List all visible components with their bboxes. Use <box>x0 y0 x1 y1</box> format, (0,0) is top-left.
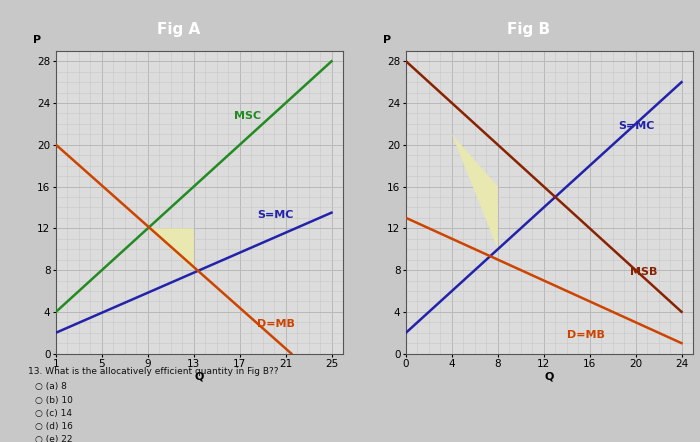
Text: ○ (e) 22: ○ (e) 22 <box>35 435 73 442</box>
X-axis label: Q: Q <box>545 372 554 382</box>
Text: 13. What is the allocatively efficient quantity in Fig B??: 13. What is the allocatively efficient q… <box>28 367 279 376</box>
Text: P: P <box>33 35 41 45</box>
Text: Fig A: Fig A <box>157 23 200 37</box>
Text: S=MC: S=MC <box>618 121 654 131</box>
Text: ○ (a) 8: ○ (a) 8 <box>35 382 67 391</box>
Text: MSC: MSC <box>234 110 261 121</box>
Text: P: P <box>383 35 391 45</box>
Text: D=MB: D=MB <box>567 330 605 340</box>
Polygon shape <box>148 229 194 270</box>
X-axis label: Q: Q <box>195 372 204 382</box>
Text: ○ (d) 16: ○ (d) 16 <box>35 422 73 431</box>
Text: S=MC: S=MC <box>257 210 293 220</box>
Polygon shape <box>452 134 498 249</box>
Text: ○ (b) 10: ○ (b) 10 <box>35 396 73 404</box>
Text: ○ (c) 14: ○ (c) 14 <box>35 409 72 418</box>
Text: Fig B: Fig B <box>507 23 550 37</box>
Text: D=MB: D=MB <box>257 320 295 329</box>
Text: MSB: MSB <box>630 267 657 277</box>
